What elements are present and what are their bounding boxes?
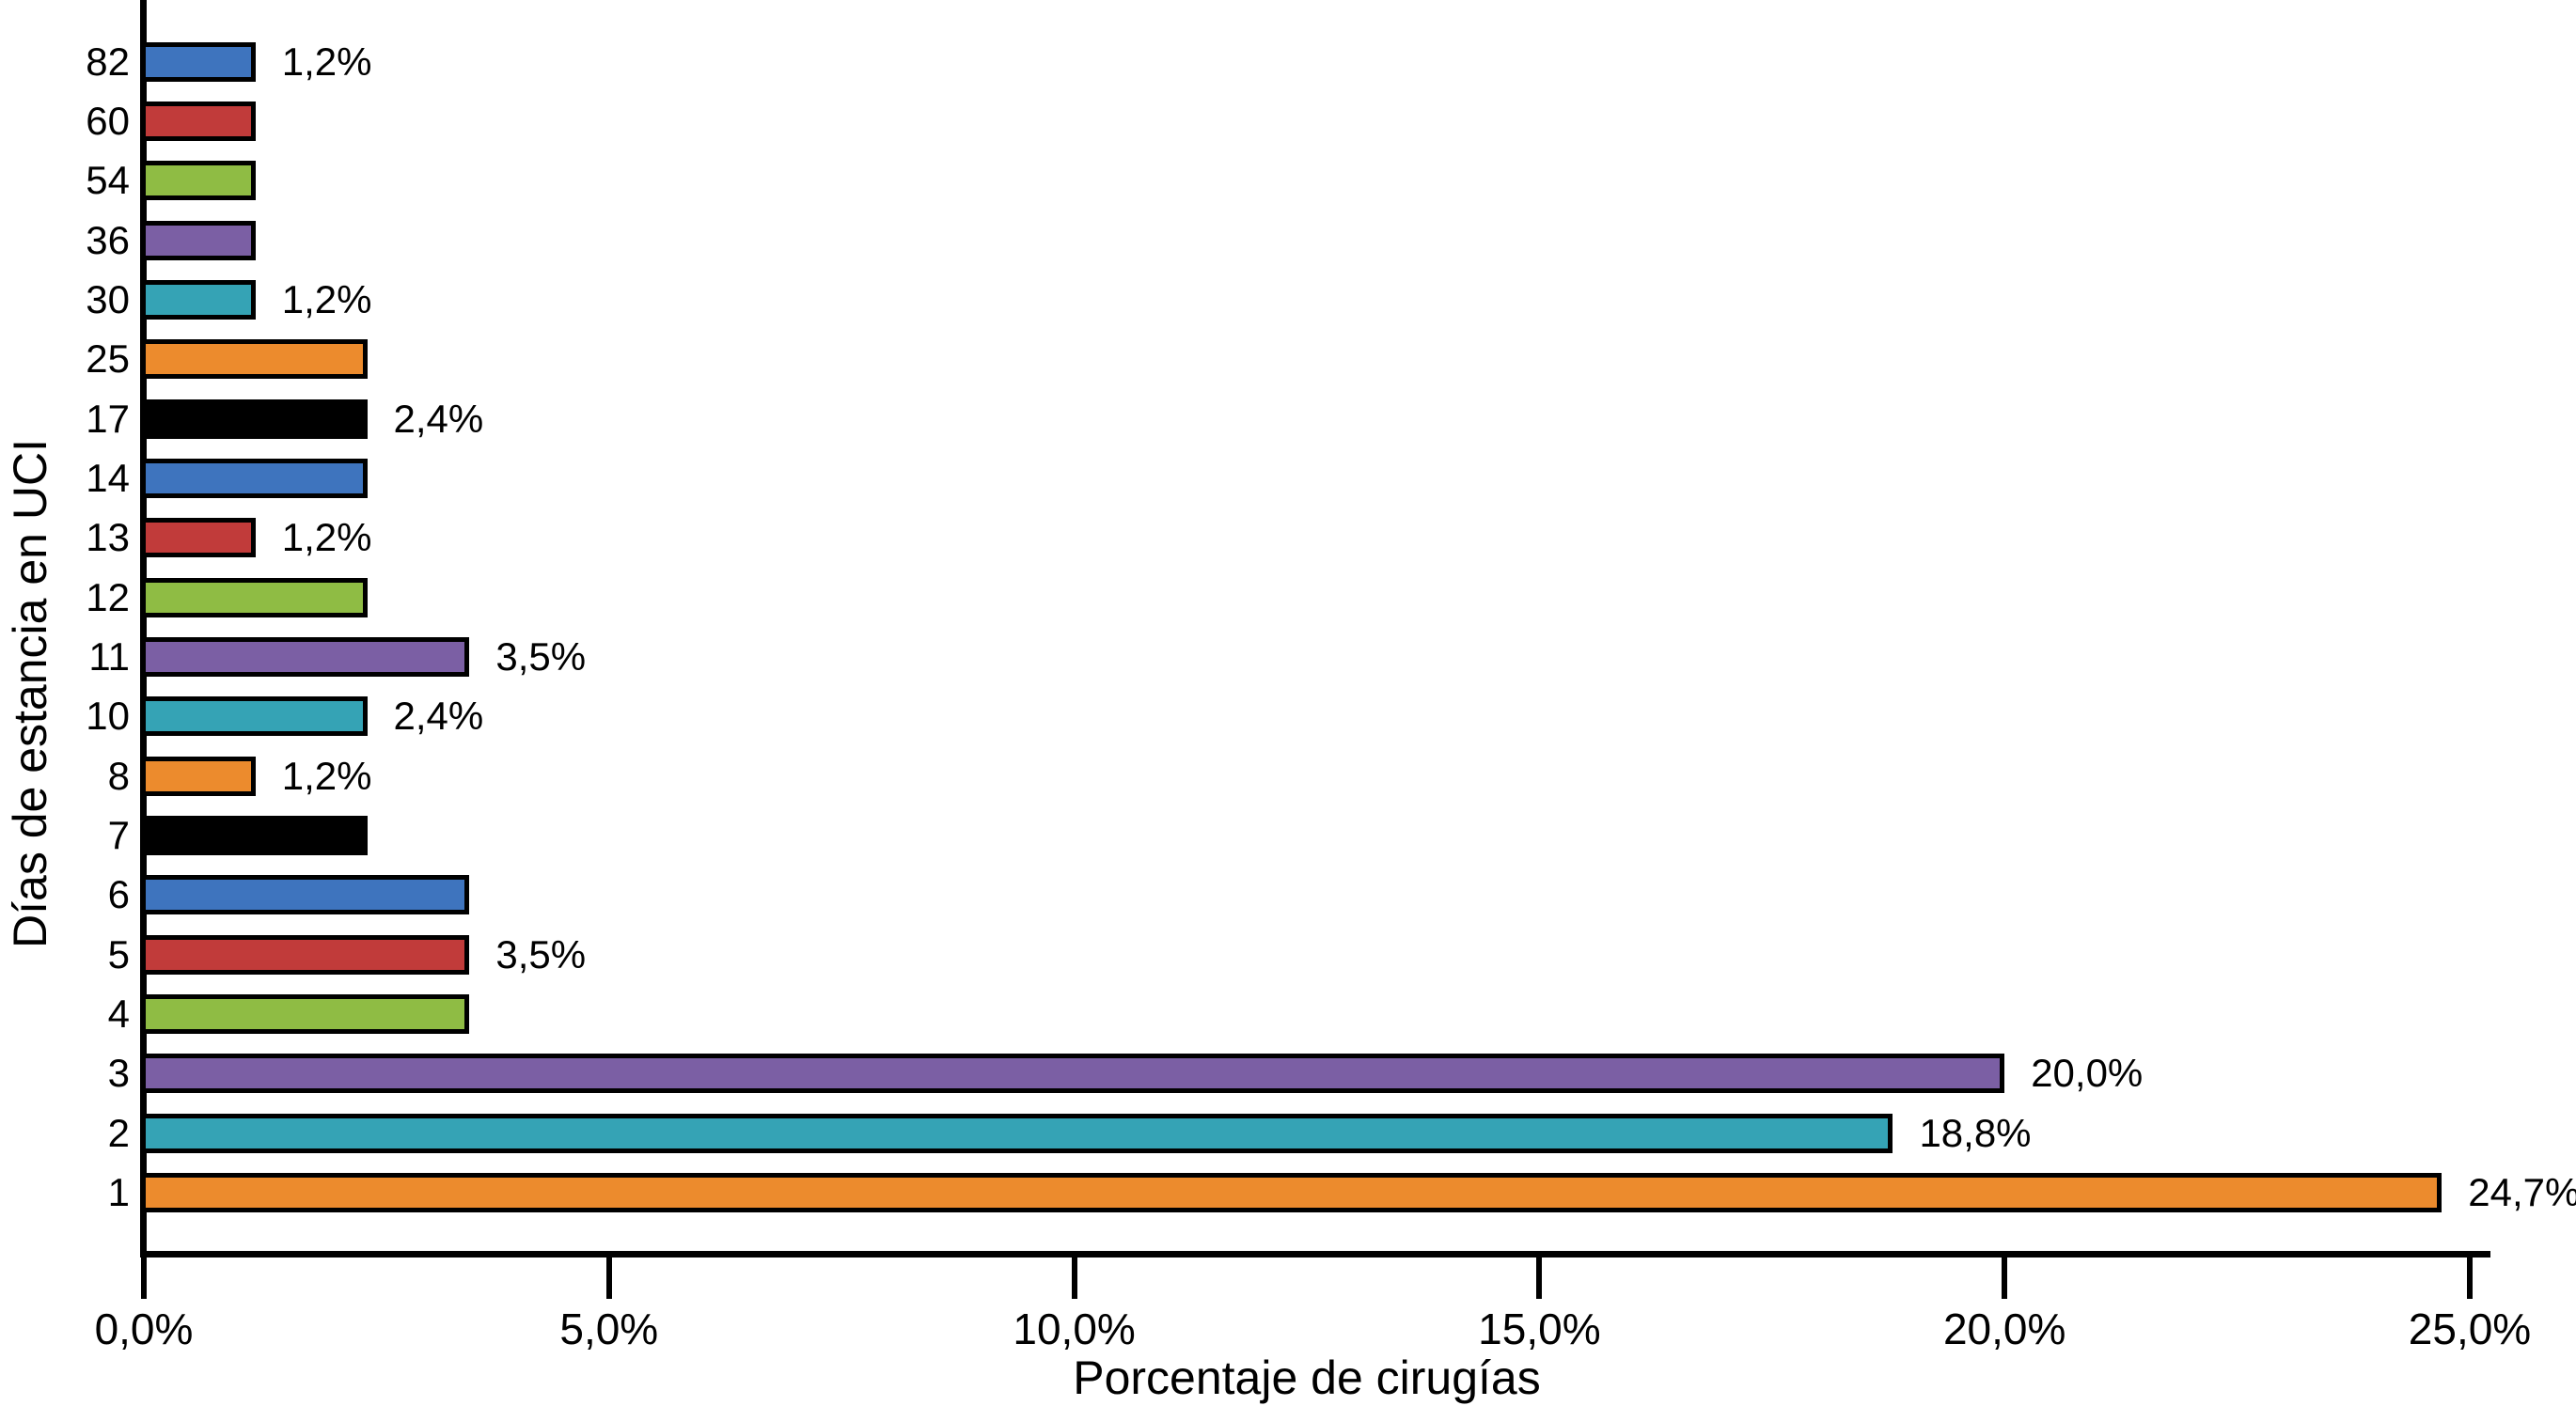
bar bbox=[141, 756, 256, 796]
y-tick-label: 54 bbox=[86, 158, 130, 203]
bar-value-label: 24,7% bbox=[2468, 1170, 2576, 1215]
x-axis-line bbox=[140, 1251, 2490, 1258]
x-tick-label: 0,0% bbox=[94, 1304, 194, 1353]
y-tick-label: 1 bbox=[107, 1170, 130, 1215]
y-tick-label: 3 bbox=[107, 1051, 130, 1096]
bar-value-label: 1,2% bbox=[281, 276, 372, 321]
bar-value-label: 2,4% bbox=[393, 694, 484, 739]
bar-value-label: 18,8% bbox=[1919, 1110, 2032, 1155]
y-tick-label: 7 bbox=[107, 813, 130, 858]
bar bbox=[141, 696, 368, 737]
y-tick-label: 5 bbox=[107, 931, 130, 976]
bar bbox=[141, 1113, 1893, 1153]
bar-value-label: 20,0% bbox=[2031, 1051, 2144, 1096]
y-tick-label: 82 bbox=[86, 39, 130, 84]
y-tick-label: 30 bbox=[86, 276, 130, 321]
bar bbox=[141, 458, 368, 498]
x-axis-title: Porcentaje de cirugías bbox=[1073, 1351, 1541, 1404]
bar bbox=[141, 518, 256, 558]
y-tick-label: 4 bbox=[107, 992, 130, 1037]
x-tick-label: 25,0% bbox=[2408, 1304, 2532, 1353]
x-tick-label: 10,0% bbox=[1013, 1304, 1136, 1353]
bar-value-label: 1,2% bbox=[281, 39, 372, 84]
x-axis-tick bbox=[1536, 1255, 1543, 1299]
bar-value-label: 2,4% bbox=[393, 396, 484, 441]
x-axis-tick bbox=[605, 1255, 612, 1299]
bar bbox=[141, 1054, 2005, 1094]
x-tick-label: 20,0% bbox=[1942, 1304, 2066, 1353]
bar-value-label: 3,5% bbox=[495, 931, 587, 976]
y-tick-label: 14 bbox=[86, 455, 130, 500]
y-tick-label: 25 bbox=[86, 336, 130, 382]
y-axis-title: Días de estancia en UCI bbox=[4, 439, 56, 948]
y-tick-label: 6 bbox=[107, 872, 130, 917]
y-tick-label: 60 bbox=[86, 98, 130, 143]
x-axis-tick bbox=[141, 1255, 147, 1299]
x-tick-label: 5,0% bbox=[559, 1304, 659, 1353]
bar-value-label: 1,2% bbox=[281, 753, 372, 798]
bar bbox=[141, 577, 368, 617]
x-tick-label: 15,0% bbox=[1478, 1304, 1601, 1353]
bar bbox=[141, 875, 470, 915]
bar bbox=[141, 816, 368, 856]
bar bbox=[141, 398, 368, 439]
y-tick-label: 17 bbox=[86, 396, 130, 441]
bar bbox=[141, 161, 256, 201]
y-tick-label: 36 bbox=[86, 217, 130, 262]
y-axis-line bbox=[140, 0, 147, 1258]
x-axis-tick bbox=[2002, 1255, 2008, 1299]
y-tick-label: 8 bbox=[107, 753, 130, 798]
bar bbox=[141, 994, 470, 1035]
bar bbox=[141, 1173, 2442, 1213]
y-tick-label: 11 bbox=[88, 634, 130, 679]
bar bbox=[141, 41, 256, 82]
bar bbox=[141, 339, 368, 380]
bar bbox=[141, 637, 470, 677]
bar bbox=[141, 220, 256, 260]
y-tick-label: 10 bbox=[86, 694, 130, 739]
bar bbox=[141, 101, 256, 141]
bar bbox=[141, 279, 256, 320]
bar bbox=[141, 934, 470, 975]
y-tick-label: 12 bbox=[86, 574, 130, 619]
y-tick-label: 2 bbox=[107, 1110, 130, 1155]
bar-value-label: 1,2% bbox=[281, 515, 372, 560]
x-axis-tick bbox=[2467, 1255, 2473, 1299]
y-tick-label: 13 bbox=[86, 515, 130, 560]
bar-value-label: 3,5% bbox=[495, 634, 587, 679]
x-axis-tick bbox=[1071, 1255, 1077, 1299]
